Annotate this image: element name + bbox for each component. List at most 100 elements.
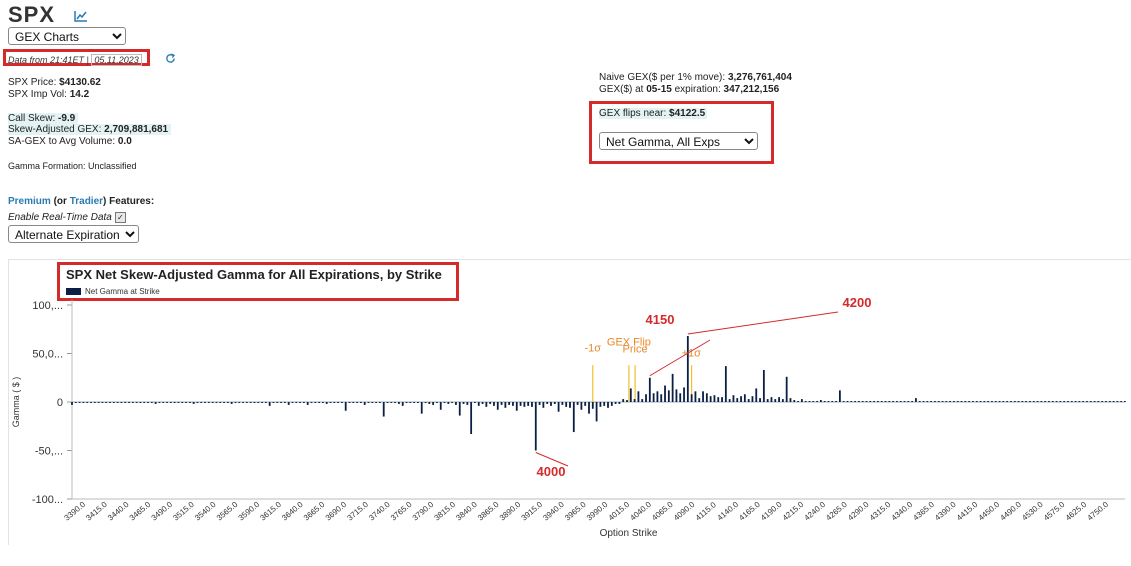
- gamma-bar: [219, 402, 222, 403]
- gamma-bar: [341, 402, 343, 403]
- chart-type-select[interactable]: GEX Charts: [8, 27, 126, 45]
- x-tick-label: 3740.0: [367, 500, 392, 523]
- x-tick-label: 3415.0: [84, 500, 109, 523]
- gamma-bar: [569, 402, 571, 408]
- gamma-bar: [979, 401, 982, 402]
- refresh-icon[interactable]: [165, 53, 176, 64]
- gamma-bar: [242, 402, 244, 403]
- gamma-bar: [398, 402, 400, 404]
- chart-container: [8, 259, 1131, 545]
- gamma-bar: [78, 402, 81, 403]
- gamma-bar: [382, 402, 385, 417]
- gamma-bar: [618, 402, 621, 404]
- realtime-checkbox[interactable]: ✓: [114, 212, 126, 223]
- gamma-bar: [816, 401, 818, 402]
- gamma-bar: [462, 402, 465, 404]
- gamma-bar: [139, 402, 142, 403]
- gamma-bar: [428, 402, 431, 404]
- gamma-bar: [759, 398, 761, 402]
- gamma-bar: [527, 402, 530, 406]
- gamma-bar: [633, 399, 636, 402]
- x-tick-label: 4140.0: [715, 500, 740, 523]
- gamma-bar: [405, 402, 408, 403]
- annotation-label: 4200: [843, 295, 872, 310]
- gamma-bar: [865, 401, 868, 402]
- x-tick-label: 3390.0: [63, 500, 88, 523]
- gamma-bar: [880, 401, 883, 402]
- gamma-bar: [800, 399, 803, 402]
- gamma-bar: [230, 402, 233, 404]
- tradier-link[interactable]: Tradier: [69, 196, 104, 207]
- expiration-select[interactable]: Alternate Expiration: [8, 225, 139, 243]
- x-tick-label: 4290.0: [846, 500, 871, 523]
- gamma-bar: [667, 390, 670, 402]
- data-from-label: Data from 21:41ET |: [8, 55, 92, 65]
- gamma-bar: [713, 395, 716, 402]
- gamma-bar: [280, 402, 282, 403]
- gamma-bar: [470, 402, 473, 435]
- gamma-bar: [531, 402, 533, 407]
- gamma-bar: [253, 402, 256, 403]
- x-tick-label: 3840.0: [454, 500, 479, 523]
- gamma-bar: [831, 401, 834, 402]
- chart-trend-icon[interactable]: [74, 10, 88, 22]
- gamma-bar: [386, 402, 389, 403]
- gamma-bar: [272, 402, 275, 403]
- gamma-bar: [417, 402, 419, 403]
- gamma-bar: [614, 402, 617, 404]
- gamma-bar: [515, 402, 518, 411]
- gamma-bar: [534, 402, 537, 451]
- x-tick-label: 3865.0: [476, 500, 501, 523]
- gamma-bar: [1105, 401, 1107, 402]
- gamma-bar: [420, 402, 423, 414]
- gamma-bar: [1120, 401, 1123, 402]
- gamma-bar: [1059, 401, 1062, 402]
- gamma-bar: [333, 402, 336, 403]
- gamma-bar: [188, 402, 191, 403]
- x-tick-label: 4450.0: [977, 500, 1002, 523]
- x-tick-label: 4040.0: [628, 500, 653, 523]
- gamma-bar: [694, 391, 697, 402]
- x-tick-label: 4190.0: [759, 500, 784, 523]
- x-tick-label: 3765.0: [389, 500, 414, 523]
- gamma-bar: [283, 402, 286, 403]
- gamma-bar: [1082, 401, 1085, 402]
- gamma-bar: [610, 402, 613, 406]
- gamma-bar: [74, 402, 77, 403]
- gamma-bar: [850, 401, 853, 402]
- ticker-title: SPX: [8, 2, 56, 27]
- gamma-bar: [854, 401, 856, 402]
- gamma-bar: [679, 393, 682, 402]
- x-tick-label: 3565.0: [215, 500, 240, 523]
- gamma-view-select[interactable]: Net Gamma, All Exps: [599, 132, 758, 150]
- gamma-bar: [595, 402, 598, 422]
- y-tick-label: 50,0...: [32, 349, 63, 361]
- call-skew: Call Skew: -9.9: [8, 113, 79, 124]
- gamma-bar: [318, 402, 320, 403]
- x-tick-label: 3440.0: [106, 500, 131, 523]
- premium-link[interactable]: Premium: [8, 196, 51, 207]
- annotation-arrow: [535, 452, 569, 467]
- gamma-bar: [226, 402, 229, 403]
- x-tick-label: 4575.0: [1042, 500, 1067, 523]
- gamma-bar: [599, 402, 602, 407]
- gamma-bar: [717, 397, 720, 402]
- gamma-bar: [337, 402, 340, 403]
- x-tick-label: 3465.0: [128, 500, 153, 523]
- x-tick-label: 4090.0: [672, 500, 697, 523]
- gamma-bar: [451, 402, 454, 403]
- gamma-bar: [436, 402, 438, 403]
- gamma-bar: [975, 401, 978, 402]
- gamma-bar: [295, 402, 298, 403]
- gamma-bar: [485, 402, 488, 407]
- gamma-bar: [474, 402, 476, 403]
- gamma-bar: [690, 394, 693, 402]
- x-axis-label: Option Strike: [600, 528, 658, 539]
- gamma-bar: [1101, 401, 1104, 402]
- x-tick-label: 4065.0: [650, 500, 675, 523]
- gamma-bar: [724, 366, 727, 402]
- gamma-bar: [789, 398, 792, 402]
- gamma-bar: [500, 402, 503, 405]
- gamma-bar: [546, 402, 549, 404]
- x-tick-label: 3490.0: [150, 500, 175, 523]
